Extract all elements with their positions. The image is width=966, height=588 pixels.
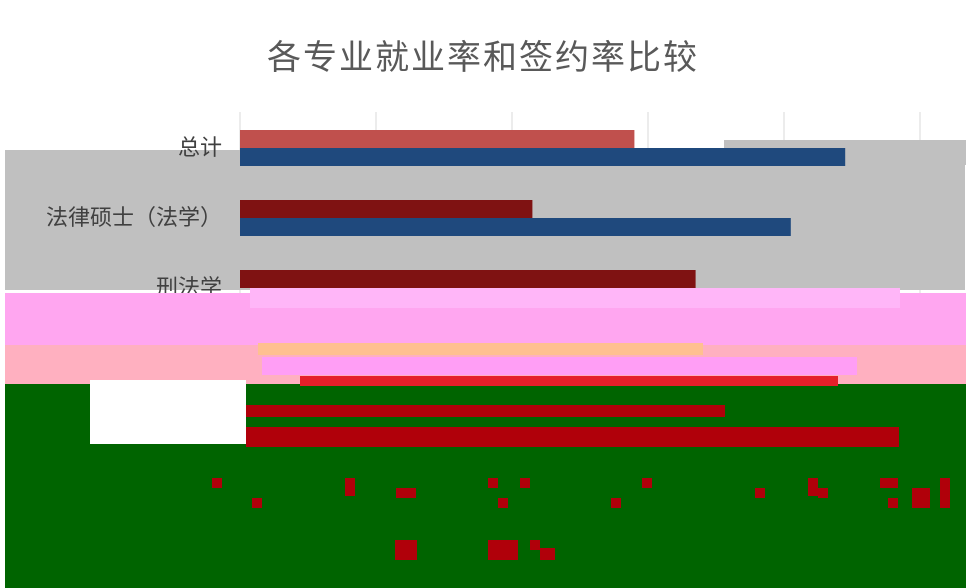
glitch-overlays: [5, 288, 966, 588]
red-fragment: [345, 478, 355, 496]
red-fragment: [212, 478, 222, 488]
category-label: 法律硕士（法学）: [46, 206, 222, 231]
pink-strip: [262, 357, 857, 375]
red-bar: [246, 405, 725, 417]
red-fragment: [488, 540, 518, 560]
red-fragment: [540, 548, 555, 560]
bar: [240, 130, 635, 148]
bars: [240, 130, 846, 288]
bar: [240, 270, 696, 288]
red-fragment: [808, 478, 818, 496]
category-label: 总计: [178, 136, 222, 161]
bar: [240, 218, 791, 236]
red-fragment: [498, 498, 508, 508]
gray-block: [5, 150, 240, 290]
chart-title: 各专业就业率和签约率比较: [267, 38, 699, 78]
red-bar: [246, 427, 899, 447]
red-fragment: [530, 540, 540, 550]
red-fragment: [888, 498, 898, 508]
red-fragment: [488, 478, 498, 488]
red-fragment: [252, 498, 262, 508]
red-fragment: [642, 478, 652, 488]
red-strip: [300, 376, 838, 386]
red-fragment: [755, 488, 765, 498]
red-fragment: [396, 488, 416, 498]
red-fragment: [940, 478, 950, 508]
white-block: [90, 380, 246, 444]
bar: [240, 148, 846, 166]
bar: [240, 200, 533, 218]
red-fragment: [912, 488, 930, 508]
red-fragment: [611, 498, 621, 508]
red-fragment: [818, 488, 828, 498]
red-fragment: [395, 540, 417, 560]
pink-strip: [250, 288, 900, 308]
red-fragment: [880, 478, 898, 488]
orange-strip: [258, 343, 703, 355]
red-fragment: [520, 478, 530, 488]
